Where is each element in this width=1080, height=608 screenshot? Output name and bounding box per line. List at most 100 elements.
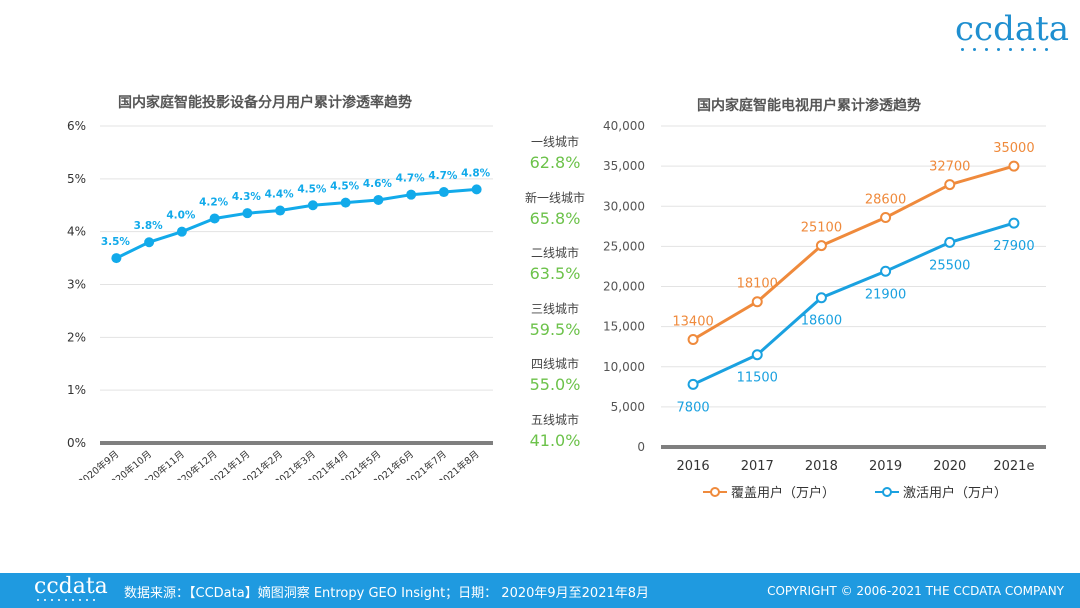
footer-logo-text: ccdata: [34, 574, 108, 599]
y-tick-label: 4%: [67, 225, 86, 239]
copyright-text: COPYRIGHT © 2006-2021 THE CCDATA COMPANY: [767, 584, 1064, 598]
tv-chart-legend: 覆盖用户（万户） 激活用户（万户）: [703, 482, 1007, 501]
x-tick-label: 2016: [677, 459, 710, 474]
data-point: [144, 237, 155, 248]
x-tick-label: 2018: [805, 459, 838, 474]
projector-penetration-chart: 0%1%2%3%4%5%6% 2020年9月2020年10月2020年11月20…: [67, 119, 493, 480]
data-label: 4.7%: [396, 173, 426, 185]
y-tick-label: 40,000: [603, 119, 645, 133]
footer-logo-dots: [37, 599, 108, 601]
city-name: 三线城市: [530, 301, 579, 316]
city-item: 三线城市 59.5%: [512, 299, 598, 355]
legend-label: 激活用户（万户）: [903, 486, 1008, 501]
city-penetration-list: 一线城市 62.8% 新一线城市 65.8% 二线城市 63.5% 三线城市 5…: [512, 132, 598, 465]
data-point: [751, 296, 763, 308]
data-point: [815, 292, 827, 304]
footer-bar: ccdata 数据来源：【CCData】嫡图洞察 Entropy GEO Ins…: [0, 573, 1080, 608]
tv-users-chart: 0 5,000 10,000 15,000 20,000 25,000 30,000 35,0…: [603, 119, 1046, 474]
data-point: [944, 236, 956, 248]
data-label: 18100: [737, 277, 778, 292]
logo-text: ccdata: [955, 9, 1070, 49]
data-point: [471, 184, 482, 195]
legend-label: 覆盖用户（万户）: [731, 486, 836, 501]
blue-line-marker-icon: [875, 486, 900, 498]
y-tick-label: 5%: [67, 172, 86, 186]
data-point: [1008, 217, 1020, 229]
y-tick-label: 6%: [67, 119, 86, 133]
x-tick-label: 2020: [933, 459, 966, 474]
footer-logo: ccdata: [34, 575, 108, 601]
data-label: 4.7%: [428, 170, 458, 182]
city-value: 62.8%: [529, 153, 581, 172]
x-tick-label: 2017: [741, 459, 774, 474]
y-tick-label: 30,000: [603, 199, 645, 213]
city-item: 五线城市 41.0%: [512, 410, 598, 466]
projector-series-line: [115, 187, 477, 260]
y-tick-label: 10,000: [603, 360, 645, 374]
projector-chart-title: 国内家庭智能投影设备分月用户累计渗透率趋势: [118, 95, 412, 111]
data-point: [687, 378, 699, 390]
data-point: [751, 349, 763, 361]
y-tick-label: 20,000: [603, 280, 645, 294]
legend-item-active[interactable]: 激活用户（万户）: [875, 482, 1007, 501]
city-name: 五线城市: [530, 412, 579, 427]
y-tick-label: 2%: [67, 330, 86, 344]
data-label: 4.6%: [363, 178, 393, 190]
data-point: [373, 194, 384, 205]
y-tick-label: 35,000: [603, 159, 645, 173]
logo-dots: [961, 48, 1069, 51]
city-value: 41.0%: [529, 430, 581, 450]
data-label: 32700: [929, 160, 970, 175]
data-point: [307, 200, 318, 211]
data-label: 7800: [677, 400, 710, 415]
y-tick-label: 1%: [67, 383, 86, 397]
data-label: 18600: [801, 314, 842, 329]
data-label: 4.5%: [297, 183, 327, 195]
data-point: [880, 211, 892, 223]
data-point: [438, 187, 449, 198]
data-point: [242, 208, 253, 219]
data-label: 3.5%: [101, 236, 131, 248]
data-label: 25500: [929, 258, 970, 273]
data-label: 27900: [993, 239, 1034, 254]
city-item: 一线城市 62.8%: [512, 132, 598, 188]
data-label: 11500: [737, 371, 778, 386]
y-tick-label: 0: [637, 440, 645, 454]
data-point: [176, 226, 187, 237]
data-label: 21900: [865, 287, 906, 302]
data-point: [687, 333, 699, 345]
y-tick-label: 25,000: [603, 239, 645, 253]
city-value: 55.0%: [529, 375, 581, 394]
data-point: [1008, 160, 1020, 172]
data-label: 4.8%: [461, 167, 491, 179]
city-name: 二线城市: [530, 246, 579, 260]
data-label: 25100: [801, 221, 842, 236]
series-line: [692, 221, 1015, 386]
orange-line-marker-icon: [703, 486, 727, 498]
data-point: [815, 240, 827, 252]
x-tick-label: 2019: [869, 459, 902, 474]
data-point: [406, 189, 417, 200]
city-value: 63.5%: [529, 264, 581, 283]
y-tick-label: 3%: [67, 278, 86, 292]
city-name: 一线城市: [530, 135, 579, 149]
data-point: [111, 253, 122, 264]
y-tick-label: 5,000: [611, 400, 645, 414]
legend-item-coverage[interactable]: 覆盖用户（万户）: [703, 482, 835, 501]
y-tick-label: 15,000: [603, 320, 645, 334]
data-point: [340, 197, 351, 208]
data-label: 28600: [865, 192, 906, 207]
data-label: 4.3%: [232, 191, 262, 203]
data-label: 4.5%: [330, 181, 360, 193]
data-point: [880, 265, 892, 277]
data-label: 4.0%: [166, 210, 196, 222]
series-line: [692, 164, 1015, 341]
x-tick-label: 2021e: [993, 459, 1034, 474]
city-item: 二线城市 63.5%: [512, 243, 598, 299]
city-value: 65.8%: [529, 208, 581, 228]
y-tick-label: 0%: [67, 436, 86, 450]
city-name: 四线城市: [530, 357, 579, 371]
data-source-text: 数据来源：【CCData】嫡图洞察 Entropy GEO Insight；日期…: [124, 586, 650, 601]
ccdata-logo: ccdata: [955, 12, 1069, 51]
city-item: 四线城市 55.0%: [512, 354, 598, 410]
